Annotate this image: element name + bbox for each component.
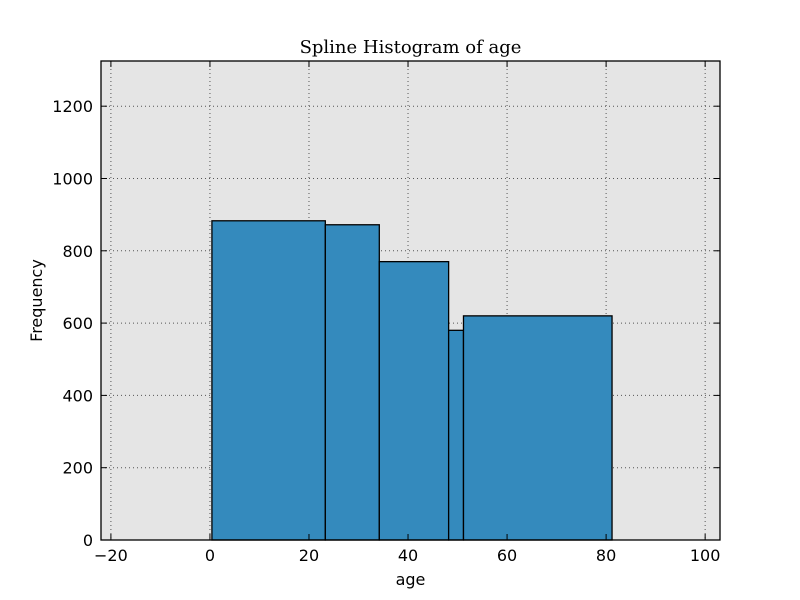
histogram-bars (211, 220, 613, 541)
x-axis-label: age (396, 570, 426, 589)
x-tick-label: 0 (205, 546, 215, 565)
chart-title: Spline Histogram of age (300, 37, 522, 58)
x-tick-label: 40 (398, 546, 418, 565)
plot-frame (100, 60, 721, 541)
x-tick-label: 20 (299, 546, 319, 565)
y-axis-label: Frequency (27, 259, 46, 342)
y-tick-label: 600 (62, 314, 93, 333)
y-tick-label: 1200 (52, 97, 93, 116)
histogram-bar (447, 329, 465, 541)
x-tick-label: −20 (94, 546, 128, 565)
histogram-bar (462, 315, 613, 541)
x-tick-label: 80 (596, 546, 616, 565)
x-tick-label: 100 (690, 546, 721, 565)
histogram-bar (378, 260, 450, 541)
y-tick-label: 800 (62, 242, 93, 261)
histogram-bar (211, 220, 326, 541)
y-tick-label: 1000 (52, 169, 93, 188)
histogram-bar (324, 224, 380, 541)
y-tick-label: 200 (62, 459, 93, 478)
x-tick-label: 60 (497, 546, 517, 565)
y-tick-label: 400 (62, 386, 93, 405)
y-tick-label: 0 (83, 531, 93, 550)
